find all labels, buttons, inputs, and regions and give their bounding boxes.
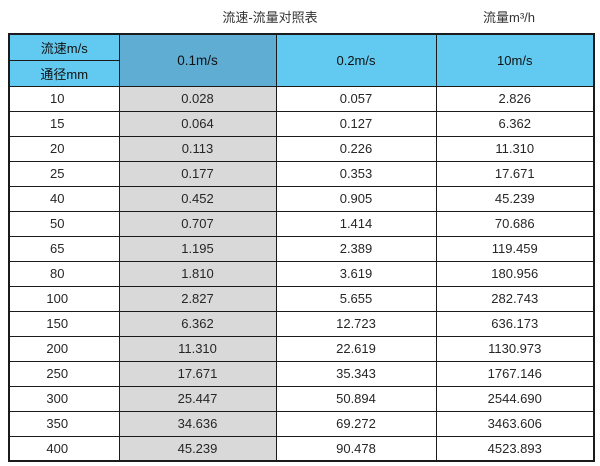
flow-value-cell: 69.272 <box>275 410 437 437</box>
flow-value-cell: 119.459 <box>435 235 595 262</box>
flow-value-cell: 35.343 <box>275 360 437 387</box>
velocity-column-01: 0.1m/s <box>118 33 277 87</box>
flow-value-cell: 0.127 <box>275 110 437 137</box>
diameter-cell: 65 <box>8 235 120 262</box>
table-row: 100 2.827 5.655 282.743 <box>8 285 595 312</box>
diameter-cell: 10 <box>8 85 120 112</box>
corner-velocity-label: 流速m/s <box>8 33 120 61</box>
diameter-cell: 150 <box>8 310 120 337</box>
flow-value-cell: 22.619 <box>275 335 437 362</box>
flow-value-cell: 1130.973 <box>435 335 595 362</box>
flow-value-cell: 12.723 <box>275 310 437 337</box>
flow-value-cell: 70.686 <box>435 210 595 237</box>
flow-value-cell: 1.810 <box>118 260 277 287</box>
flow-value-cell: 0.177 <box>118 160 277 187</box>
table-body: 10 0.028 0.057 2.826 15 0.064 0.127 6.362 20 0.11… <box>8 85 595 462</box>
flow-value-cell: 17.671 <box>435 160 595 187</box>
flow-rate-table: 流速m/s 0.1m/s 0.2m/s 10m/s 通径mm 10 0.028 0.… <box>8 33 595 462</box>
table-row: 250 17.671 35.343 1767.146 <box>8 360 595 387</box>
diameter-cell: 80 <box>8 260 120 287</box>
flow-value-cell: 11.310 <box>118 335 277 362</box>
flow-value-cell: 0.353 <box>275 160 437 187</box>
diameter-cell: 25 <box>8 160 120 187</box>
velocity-column-02: 0.2m/s <box>275 33 437 87</box>
table-row: 40 0.452 0.905 45.239 <box>8 185 595 212</box>
title-bar: 流速-流量对照表 流量m³/h <box>0 0 600 33</box>
flow-value-cell: 11.310 <box>435 135 595 162</box>
flow-value-cell: 0.064 <box>118 110 277 137</box>
flow-value-cell: 0.226 <box>275 135 437 162</box>
table-row: 150 6.362 12.723 636.173 <box>8 310 595 337</box>
flow-value-cell: 25.447 <box>118 385 277 412</box>
diameter-cell: 250 <box>8 360 120 387</box>
diameter-cell: 15 <box>8 110 120 137</box>
diameter-cell: 40 <box>8 185 120 212</box>
header-row-top: 流速m/s 0.1m/s 0.2m/s 10m/s <box>8 33 595 87</box>
diameter-cell: 50 <box>8 210 120 237</box>
flow-value-cell: 0.905 <box>275 185 437 212</box>
table-row: 15 0.064 0.127 6.362 <box>8 110 595 137</box>
table-title: 流速-流量对照表 <box>222 10 318 25</box>
diameter-cell: 350 <box>8 410 120 437</box>
flow-value-cell: 50.894 <box>275 385 437 412</box>
flow-value-cell: 0.057 <box>275 85 437 112</box>
table-row: 25 0.177 0.353 17.671 <box>8 160 595 187</box>
flow-value-cell: 0.113 <box>118 135 277 162</box>
flow-value-cell: 636.173 <box>435 310 595 337</box>
flow-value-cell: 282.743 <box>435 285 595 312</box>
flow-value-cell: 180.956 <box>435 260 595 287</box>
flow-value-cell: 4523.893 <box>435 435 595 462</box>
flow-value-cell: 6.362 <box>118 310 277 337</box>
corner-diameter-label: 通径mm <box>8 59 120 87</box>
table-row: 50 0.707 1.414 70.686 <box>8 210 595 237</box>
table-row: 65 1.195 2.389 119.459 <box>8 235 595 262</box>
diameter-cell: 300 <box>8 385 120 412</box>
flow-value-cell: 34.636 <box>118 410 277 437</box>
flow-value-cell: 17.671 <box>118 360 277 387</box>
flow-value-cell: 1.195 <box>118 235 277 262</box>
flow-value-cell: 45.239 <box>435 185 595 212</box>
table-row: 300 25.447 50.894 2544.690 <box>8 385 595 412</box>
table-row: 80 1.810 3.619 180.956 <box>8 260 595 287</box>
table-row: 350 34.636 69.272 3463.606 <box>8 410 595 437</box>
diameter-cell: 400 <box>8 435 120 462</box>
flow-value-cell: 1767.146 <box>435 360 595 387</box>
table-row: 400 45.239 90.478 4523.893 <box>8 435 595 462</box>
table-header: 流速m/s 0.1m/s 0.2m/s 10m/s 通径mm <box>8 33 595 87</box>
velocity-column-10: 10m/s <box>435 33 595 87</box>
flow-value-cell: 2.827 <box>118 285 277 312</box>
flow-value-cell: 2.826 <box>435 85 595 112</box>
diameter-cell: 200 <box>8 335 120 362</box>
flow-value-cell: 0.028 <box>118 85 277 112</box>
flow-value-cell: 45.239 <box>118 435 277 462</box>
flow-value-cell: 3463.606 <box>435 410 595 437</box>
flow-value-cell: 0.707 <box>118 210 277 237</box>
table-row: 10 0.028 0.057 2.826 <box>8 85 595 112</box>
flow-value-cell: 1.414 <box>275 210 437 237</box>
diameter-cell: 20 <box>8 135 120 162</box>
flow-value-cell: 5.655 <box>275 285 437 312</box>
diameter-cell: 100 <box>8 285 120 312</box>
flow-value-cell: 2544.690 <box>435 385 595 412</box>
table-row: 200 11.310 22.619 1130.973 <box>8 335 595 362</box>
flow-value-cell: 90.478 <box>275 435 437 462</box>
header-row-bottom: 通径mm <box>8 59 594 87</box>
flow-unit-label: 流量m³/h <box>482 10 535 25</box>
flow-value-cell: 2.389 <box>275 235 437 262</box>
flow-value-cell: 3.619 <box>275 260 437 287</box>
flow-value-cell: 0.452 <box>118 185 277 212</box>
flow-value-cell: 6.362 <box>435 110 595 137</box>
table-row: 20 0.113 0.226 11.310 <box>8 135 595 162</box>
